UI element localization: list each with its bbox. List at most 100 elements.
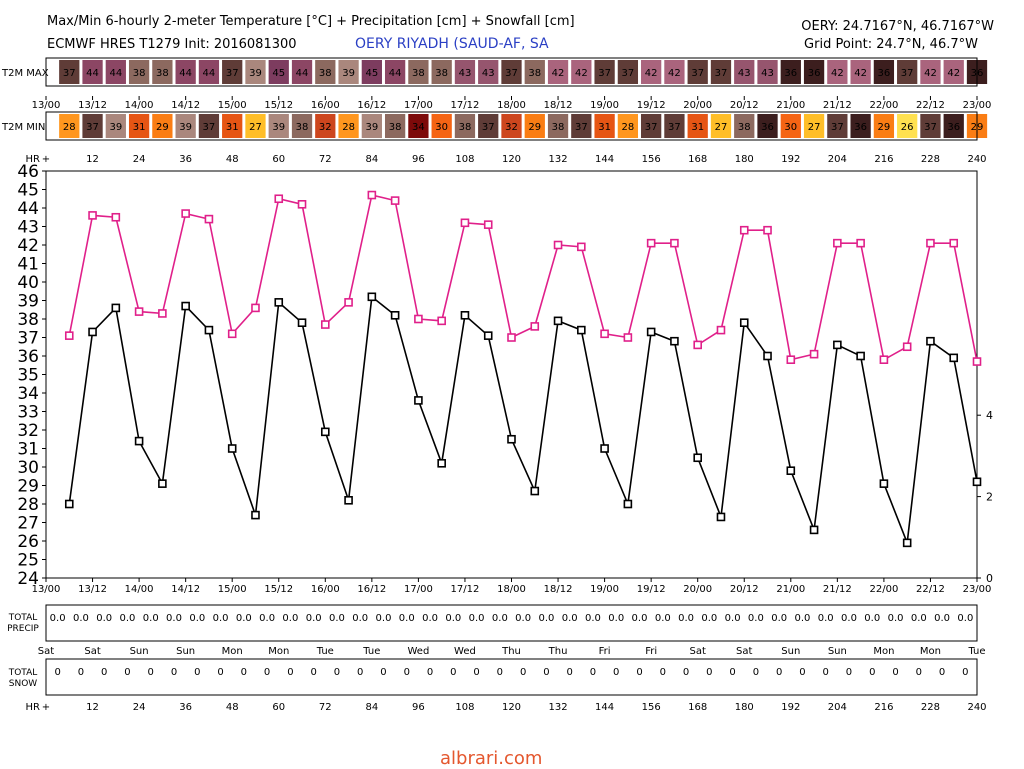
hour-label: 240	[967, 154, 986, 165]
x-tick-label: 21/12	[823, 584, 852, 595]
t2m-max-cell	[827, 60, 848, 84]
time-label: 18/00	[497, 100, 526, 111]
hour-label: 204	[828, 154, 847, 165]
y2-tick-label: 4	[986, 409, 993, 422]
t2m-max-cell	[687, 60, 708, 84]
t2m-min-value: 31	[598, 122, 611, 133]
t2m-max-value: 42	[831, 68, 844, 79]
y-tick-label: 31	[17, 440, 39, 460]
data-point	[507, 434, 516, 444]
snow-value: 0	[753, 667, 759, 678]
t2m-max-cell	[454, 60, 476, 84]
t2m-min-value: 28	[63, 122, 76, 133]
time-label: 19/12	[637, 100, 666, 111]
t2m-min-cell	[734, 114, 755, 138]
time-label: 17/12	[451, 100, 480, 111]
hour-label: 72	[319, 702, 332, 713]
hour-label: 216	[874, 702, 893, 713]
t2m-min-cell	[803, 114, 825, 138]
data-point	[600, 329, 609, 339]
time-label: 14/00	[125, 100, 154, 111]
t2m-max-value: 36	[878, 68, 891, 79]
location-name: OERY RIYADH (SAUD-AF, SA	[355, 36, 549, 52]
data-point	[88, 327, 97, 337]
t2m-max-cell	[105, 60, 126, 84]
t2m-max-cell	[361, 60, 382, 84]
data-point	[646, 327, 656, 337]
hour-label: 12	[86, 702, 99, 713]
snow-value: 0	[543, 667, 549, 678]
t2m-min-cell	[105, 114, 126, 138]
y-tick-label: 28	[17, 495, 39, 515]
x-tick-label: 16/12	[357, 584, 386, 595]
t2m-max-cell	[338, 60, 359, 84]
data-point	[181, 209, 190, 218]
y-tick-label: 38	[17, 310, 39, 330]
x-tick-label: 16/00	[311, 584, 340, 595]
day-label: Sun	[828, 646, 847, 657]
hour-label: 156	[642, 702, 661, 713]
model-info: ECMWF HRES T1279 Init: 2016081300	[47, 37, 297, 52]
data-point	[949, 238, 959, 248]
hour-label: 24	[133, 154, 146, 165]
snow-value: 0	[54, 667, 60, 678]
t2m-min-value: 30	[784, 122, 797, 133]
precip-value: 0.0	[515, 613, 531, 624]
t2m-max-value: 36	[808, 68, 821, 79]
t2m-max-cell	[617, 60, 639, 84]
t2m-max-value: 43	[459, 68, 472, 79]
snow-value: 0	[380, 667, 386, 678]
data-point	[88, 211, 97, 220]
t2m-max-cell	[641, 60, 662, 84]
y-tick-label: 39	[17, 292, 39, 312]
t2m-max-value: 43	[738, 68, 751, 79]
snow-value: 0	[939, 667, 945, 678]
precip-value: 0.0	[794, 613, 810, 624]
t2m-max-value: 43	[482, 68, 495, 79]
x-tick-label: 22/12	[916, 584, 945, 595]
x-tick-label: 14/00	[125, 584, 154, 595]
precip-label: PRECIP	[7, 624, 39, 634]
t2m-min-cell	[245, 114, 266, 138]
data-point	[64, 499, 74, 509]
t2m-min-cell	[641, 114, 662, 138]
y-tick-label: 41	[17, 255, 39, 275]
data-point	[786, 355, 796, 365]
t2m-max-cell	[943, 60, 964, 84]
data-point	[320, 427, 330, 437]
precip-value: 0.0	[469, 613, 485, 624]
data-point	[414, 396, 423, 405]
hour-label: 60	[272, 702, 285, 713]
y-tick-label: 34	[17, 384, 39, 404]
watermark: albrari.com	[440, 748, 543, 769]
hour-label: 84	[365, 154, 378, 165]
hr-label: HR	[26, 702, 41, 713]
precip-value: 0.0	[771, 613, 787, 624]
data-point	[251, 303, 260, 313]
t2m-max-cell	[873, 60, 895, 84]
t2m-min-value: 31	[133, 122, 146, 133]
series-line	[68, 295, 978, 544]
day-label: Sat	[38, 646, 54, 657]
time-label: 13/12	[78, 100, 107, 111]
hour-label: 216	[874, 154, 893, 165]
data-point	[739, 318, 749, 328]
t2m-max-value: 43	[761, 68, 774, 79]
t2m-max-value: 44	[109, 68, 122, 79]
data-point	[367, 190, 377, 200]
x-tick-label: 18/00	[497, 584, 526, 595]
snow-value: 0	[567, 667, 573, 678]
snow-value: 0	[846, 667, 852, 678]
t2m-max-value: 37	[598, 68, 611, 79]
t2m-max-value: 42	[924, 68, 937, 79]
grid-point: Grid Point: 24.7°N, 46.7°W	[804, 37, 978, 52]
t2m-min-cell	[943, 114, 964, 138]
t2m-min-value: 29	[156, 122, 169, 133]
t2m-min-cell	[710, 114, 732, 138]
t2m-min-cell	[478, 114, 499, 138]
t2m-max-value: 45	[272, 68, 285, 79]
t2m-max-value: 44	[203, 68, 216, 79]
precip-frame	[45, 604, 978, 642]
t2m-max-value: 44	[389, 68, 402, 79]
data-point	[833, 340, 842, 350]
